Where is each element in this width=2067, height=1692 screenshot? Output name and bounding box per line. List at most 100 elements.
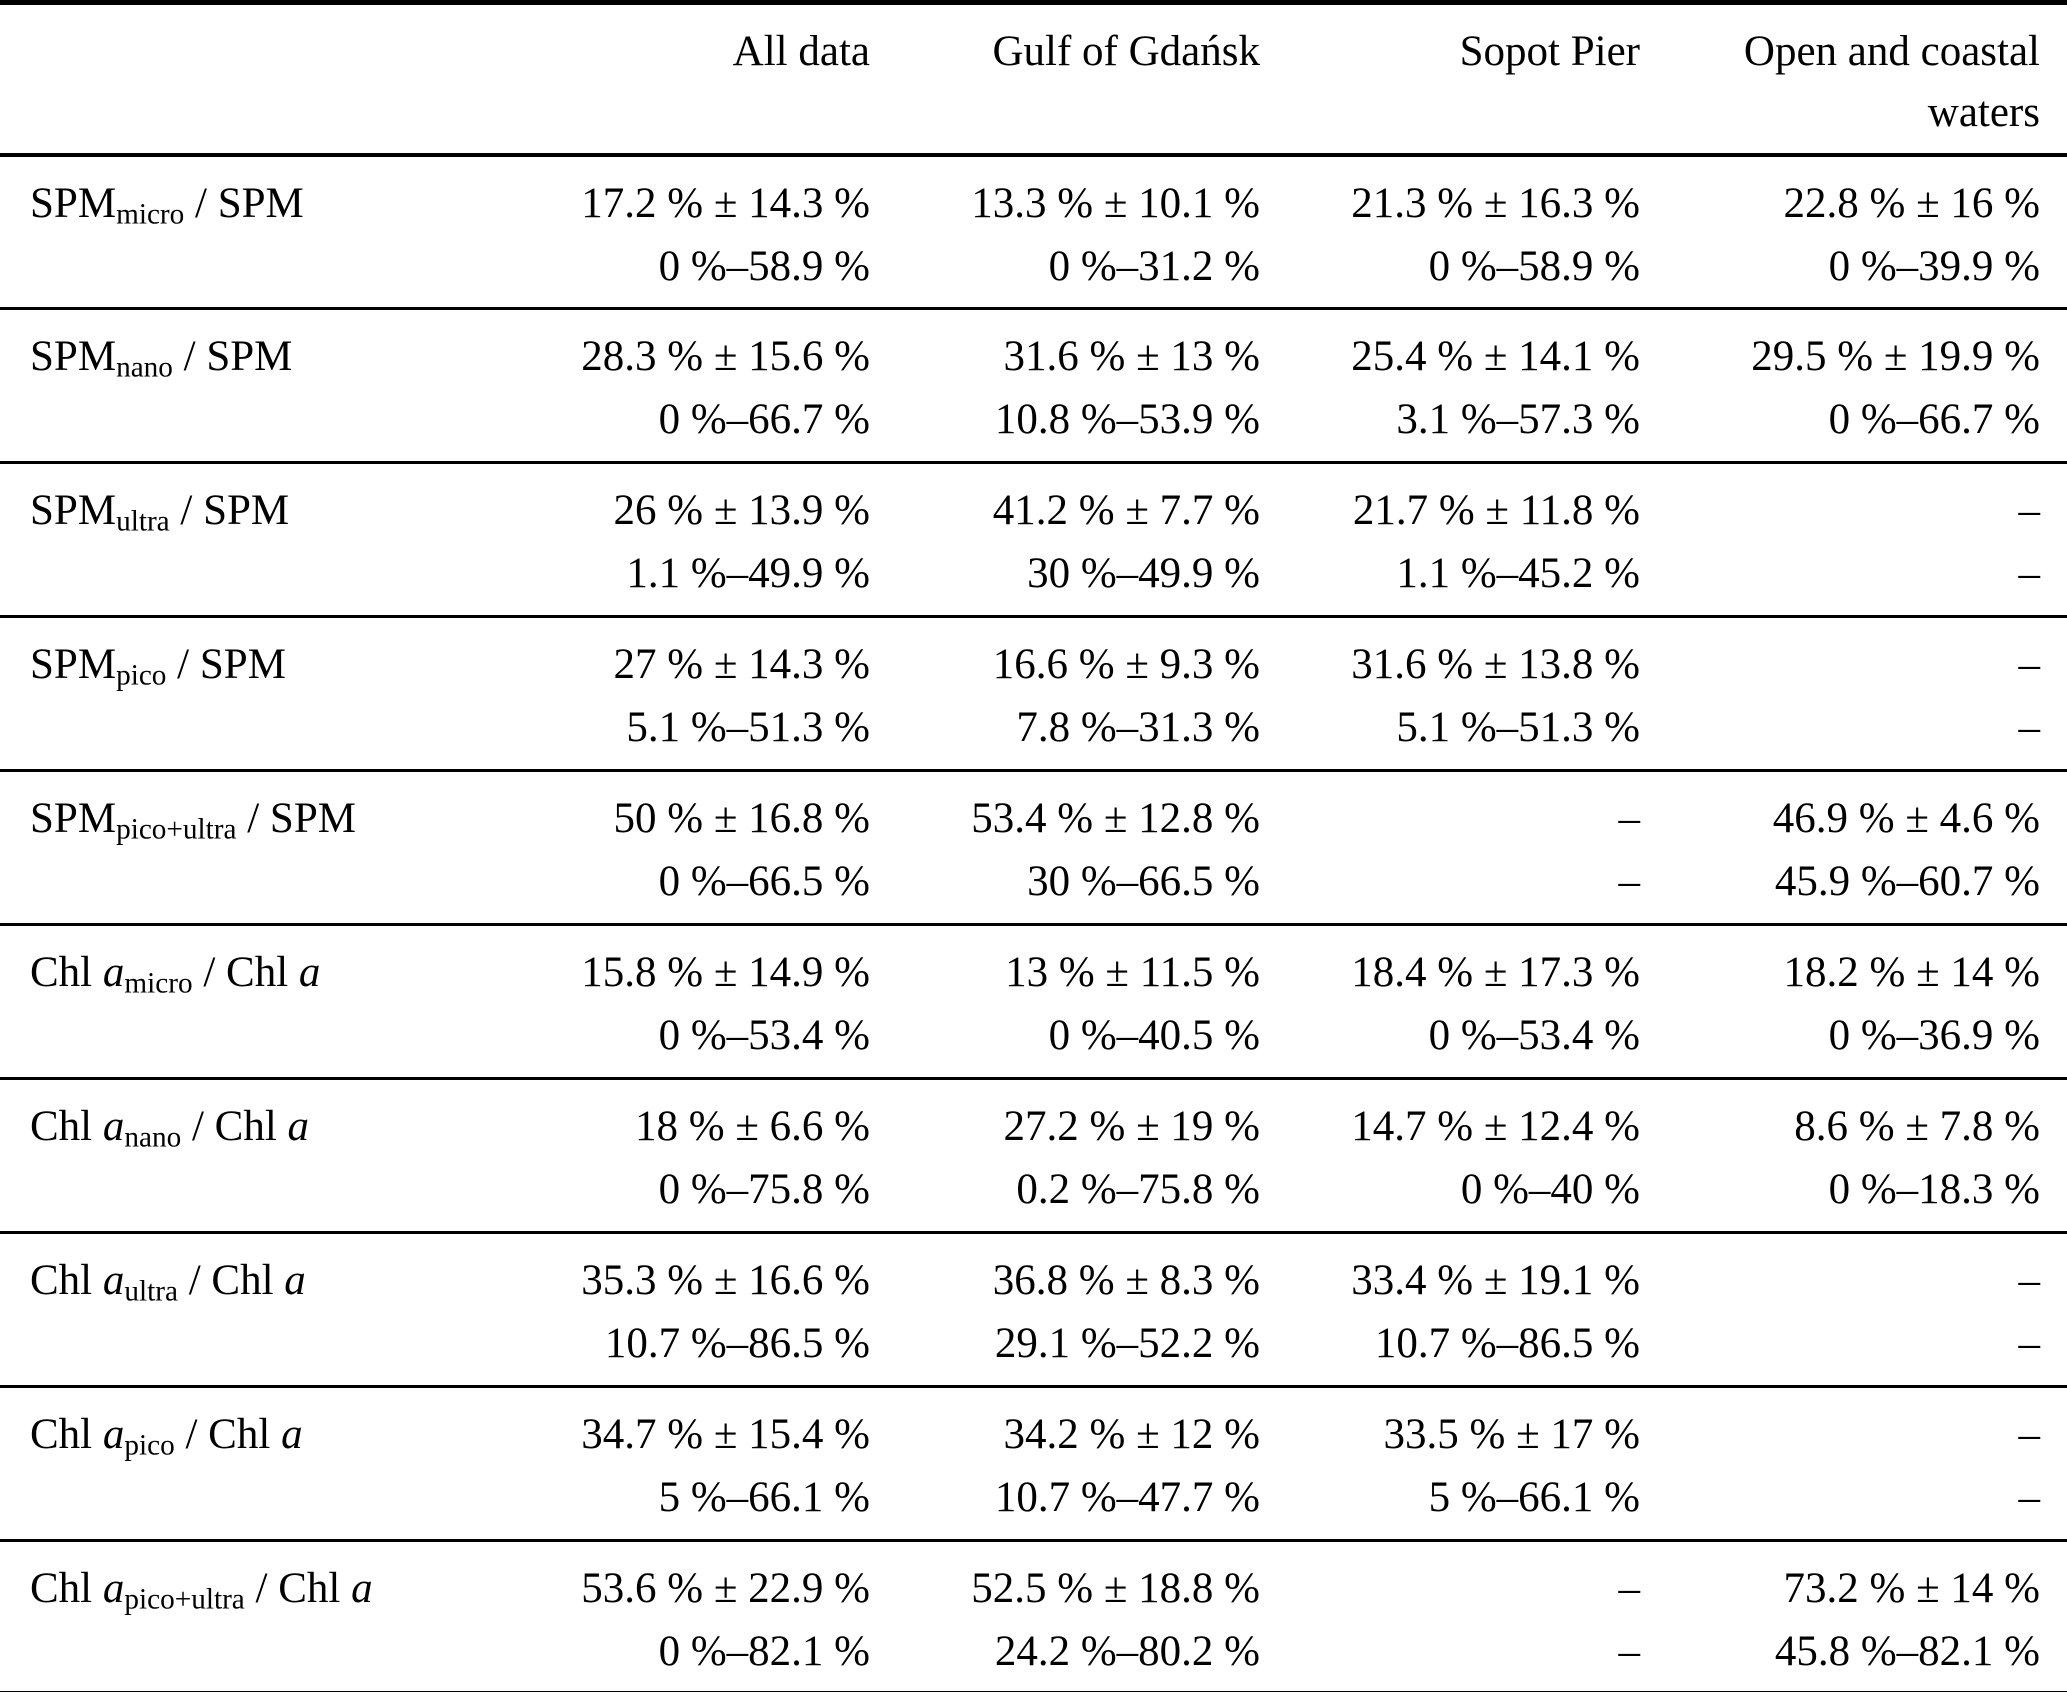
row-label: SPMmicro / SPM <box>0 154 440 310</box>
cell-open-coastal-waters: 22.8 % ± 16 % 0 %–39.9 % <box>1640 154 2067 310</box>
cell-gulf-of-gdansk: 41.2 % ± 7.7 % 30 %–49.9 % <box>870 462 1260 618</box>
cell-range: 45.8 %–82.1 % <box>1774 1628 2040 1675</box>
cell-mean: 36.8 % ± 8.3 % <box>992 1257 1260 1304</box>
cell-open-coastal-waters: 8.6 % ± 7.8 % 0 %–18.3 % <box>1640 1078 2067 1234</box>
row-label-subscript: ultra <box>124 1275 178 1308</box>
row-label-post: / Chl <box>177 1257 285 1304</box>
cell-mean: 14.7 % ± 12.4 % <box>1351 1103 1640 1150</box>
row-label: Chl apico / Chl a <box>0 1386 440 1542</box>
cell-sopot-pier: – – <box>1260 1540 1641 1692</box>
cell-range: 0 %–58.9 % <box>658 242 870 290</box>
cell-range: – <box>2018 1320 2041 1367</box>
cell-mean: 33.4 % ± 19.1 % <box>1351 1257 1640 1304</box>
cell-mean: – <box>2018 487 2041 534</box>
cell-range: 24.2 %–80.2 % <box>994 1628 1260 1675</box>
cell-range: 0 %–75.8 % <box>658 1166 870 1213</box>
cell-sopot-pier: 21.7 % ± 11.8 % 1.1 %–45.2 % <box>1260 462 1640 618</box>
cell-mean: 53.4 % ± 12.8 % <box>971 795 1260 842</box>
row-label-pre: Chl <box>30 1411 103 1458</box>
header-row: All data Gulf of Gdańsk Sopot Pier Open … <box>0 0 2067 157</box>
cell-mean: 13 % ± 11.5 % <box>1005 949 1260 996</box>
cell-mean: 33.5 % ± 17 % <box>1383 1411 1641 1458</box>
cell-mean: 8.6 % ± 7.8 % <box>1794 1103 2040 1150</box>
cell-all-data: 34.7 % ± 15.4 % 5 %–66.1 % <box>440 1386 870 1542</box>
cell-gulf-of-gdansk: 13 % ± 11.5 % 0 %–40.5 % <box>870 924 1260 1080</box>
row-label-subscript: pico <box>124 1429 175 1462</box>
cell-gulf-of-gdansk: 13.3 % ± 10.1 % 0 %–31.2 % <box>870 154 1260 310</box>
cell-mean: 53.6 % ± 22.9 % <box>581 1565 870 1612</box>
header-all-data: All data <box>440 0 870 157</box>
header-gulf-of-gdansk: Gulf of Gdańsk <box>870 0 1260 157</box>
cell-range: 0 %–31.2 % <box>1048 242 1260 290</box>
row-label-post-italic: a <box>298 949 321 996</box>
row-label: Chl amicro / Chl a <box>0 924 440 1080</box>
cell-sopot-pier: 21.3 % ± 16.3 % 0 %–58.9 % <box>1260 154 1640 310</box>
cell-range: 0 %–66.5 % <box>658 858 870 905</box>
row-label: SPMnano / SPM <box>0 308 440 464</box>
cell-mean: – <box>2018 641 2041 688</box>
cell-all-data: 53.6 % ± 22.9 % 0 %–82.1 % <box>440 1540 870 1692</box>
cell-mean: 25.4 % ± 14.1 % <box>1351 333 1640 380</box>
cell-sopot-pier: 25.4 % ± 14.1 % 3.1 %–57.3 % <box>1260 308 1640 464</box>
cell-mean: 50 % ± 16.8 % <box>613 795 871 842</box>
cell-open-coastal-waters: – – <box>1640 616 2067 772</box>
cell-range: 0 %–53.4 % <box>1428 1012 1640 1059</box>
cell-sopot-pier: 14.7 % ± 12.4 % 0 %–40 % <box>1260 1078 1640 1234</box>
cell-mean: – <box>1618 795 1641 842</box>
cell-range: 30 %–49.9 % <box>1027 550 1260 597</box>
cell-range: 5.1 %–51.3 % <box>1396 704 1640 751</box>
row-label-subscript: nano <box>116 351 173 384</box>
row-label-pre: Chl <box>30 1257 103 1304</box>
cell-mean: 16.6 % ± 9.3 % <box>992 641 1260 688</box>
cell-range: 0 %–18.3 % <box>1828 1166 2040 1213</box>
cell-mean: 27 % ± 14.3 % <box>613 641 871 688</box>
row-label-pre-italic: a <box>102 1411 125 1458</box>
cell-gulf-of-gdansk: 34.2 % ± 12 % 10.7 %–47.7 % <box>870 1386 1261 1542</box>
row-label-post: / SPM <box>169 487 290 534</box>
cell-mean: 46.9 % ± 4.6 % <box>1772 795 2040 842</box>
table-row: Chl apico / Chl a 34.7 % ± 15.4 % 5 %–66… <box>0 1386 2067 1542</box>
cell-range: – <box>2018 704 2041 751</box>
cell-range: 0 %–66.7 % <box>658 396 870 443</box>
cell-mean: 34.2 % ± 12 % <box>1003 1411 1261 1458</box>
row-label-pre-italic: a <box>102 949 125 996</box>
cell-gulf-of-gdansk: 16.6 % ± 9.3 % 7.8 %–31.3 % <box>870 616 1260 772</box>
cell-all-data: 18 % ± 6.6 % 0 %–75.8 % <box>440 1078 870 1234</box>
cell-mean: – <box>1618 1565 1641 1612</box>
row-label-post-italic: a <box>281 1411 303 1458</box>
row-label-post: / Chl <box>174 1411 282 1458</box>
cell-sopot-pier: 31.6 % ± 13.8 % 5.1 %–51.3 % <box>1260 616 1640 772</box>
row-label-post: / SPM <box>184 179 304 227</box>
row-label-pre: Chl <box>30 1103 103 1150</box>
row-label-post: / Chl <box>192 949 299 996</box>
cell-gulf-of-gdansk: 52.5 % ± 18.8 % 24.2 %–80.2 % <box>870 1540 1260 1692</box>
cell-all-data: 27 % ± 14.3 % 5.1 %–51.3 % <box>440 616 871 772</box>
cell-range: 10.7 %–86.5 % <box>604 1320 870 1367</box>
row-label: SPMpico+ultra / SPM <box>0 770 440 926</box>
row-label: Chl anano / Chl a <box>0 1078 440 1234</box>
cell-sopot-pier: – – <box>1260 770 1641 926</box>
cell-range: 5.1 %–51.3 % <box>626 704 870 751</box>
table-row: SPMnano / SPM 28.3 % ± 15.6 % 0 %–66.7 %… <box>0 308 2067 464</box>
cell-mean: 41.2 % ± 7.7 % <box>992 487 1260 534</box>
row-label-post-italic: a <box>284 1257 306 1304</box>
cell-mean: 13.3 % ± 10.1 % <box>971 179 1260 227</box>
table-row: SPMultra / SPM 26 % ± 13.9 % 1.1 %–49.9 … <box>0 462 2067 618</box>
cell-mean: 18.2 % ± 14 % <box>1783 949 2041 996</box>
cell-mean: – <box>2018 1257 2041 1304</box>
row-label-pre: Chl <box>30 1565 103 1612</box>
cell-mean: 31.6 % ± 13 % <box>1003 333 1261 380</box>
cell-mean: 29.5 % ± 19.9 % <box>1751 333 2040 380</box>
cell-all-data: 35.3 % ± 16.6 % 10.7 %–86.5 % <box>440 1232 870 1388</box>
row-label-subscript: ultra <box>116 505 170 538</box>
row-label-subscript: micro <box>116 197 185 230</box>
row-label: SPMultra / SPM <box>0 462 440 618</box>
cell-mean: 21.7 % ± 11.8 % <box>1352 487 1640 534</box>
row-label-subscript: pico+ultra <box>116 813 237 846</box>
table-row: SPMmicro / SPM 17.2 % ± 14.3 % 0 %–58.9 … <box>0 154 2067 310</box>
cell-range: 29.1 %–52.2 % <box>994 1320 1260 1367</box>
cell-range: 0 %–66.7 % <box>1828 396 2040 443</box>
cell-range: 3.1 %–57.3 % <box>1396 396 1640 443</box>
row-label-post: / SPM <box>166 641 286 688</box>
